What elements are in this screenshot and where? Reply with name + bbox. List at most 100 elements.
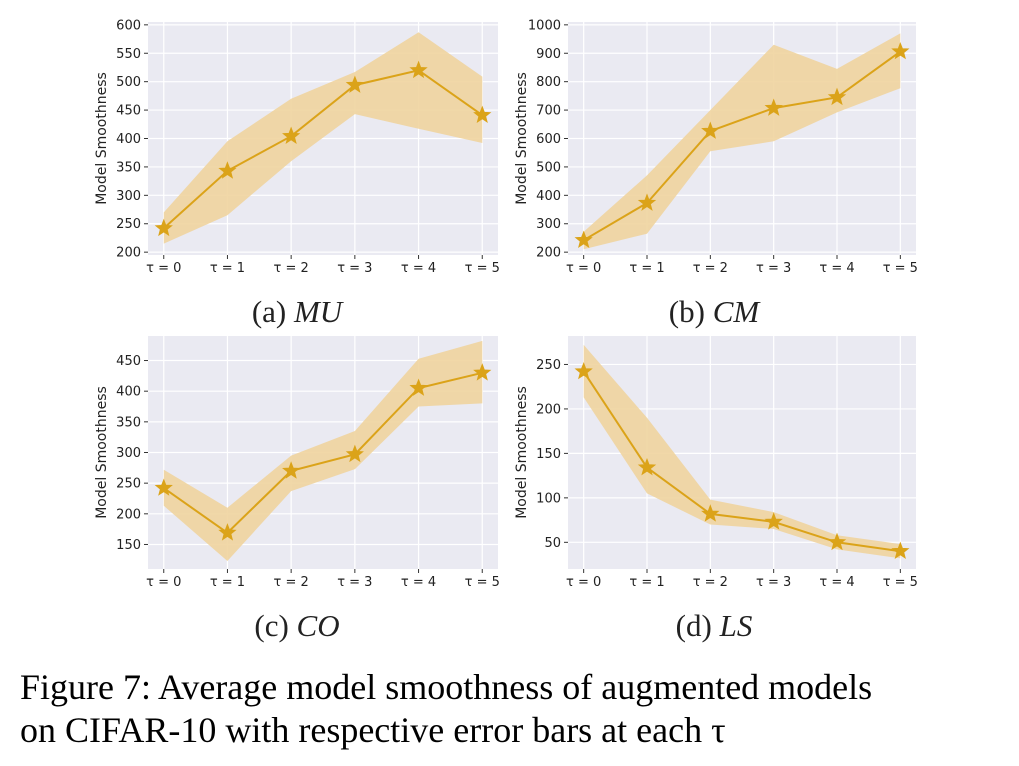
- data-point-star: [154, 218, 173, 237]
- series-line: [163, 69, 483, 230]
- y-tick-label: 300: [536, 217, 561, 232]
- y-tick-label: 400: [116, 385, 141, 400]
- x-tick-label: τ = 5: [883, 575, 918, 590]
- x-tick-label: τ = 4: [401, 261, 436, 276]
- subfigure-title: (c) CO: [254, 608, 339, 643]
- figure-caption: Figure 7: Average model smoothness of au…: [20, 666, 1010, 752]
- y-tick-label: 400: [536, 189, 561, 204]
- y-tick-label: 200: [116, 246, 141, 261]
- y-tick-label: 600: [536, 132, 561, 147]
- data-point-star: [218, 523, 237, 541]
- y-tick-label: 200: [536, 402, 561, 417]
- subfigure-prefix: (a): [252, 294, 294, 329]
- subfigure-name: CO: [297, 608, 340, 643]
- data-point-star: [154, 478, 173, 496]
- y-tick-label: 450: [116, 104, 141, 119]
- x-tick-label: τ = 1: [629, 261, 664, 276]
- x-tick-label: τ = 2: [274, 575, 309, 590]
- y-tick-label: 400: [116, 132, 141, 147]
- series-line: [583, 50, 901, 242]
- data-point-star: [473, 363, 492, 381]
- data-point-star: [574, 361, 593, 380]
- y-tick-label: 250: [536, 358, 561, 373]
- series-line: [163, 371, 483, 535]
- y-tick-label: 200: [536, 246, 561, 261]
- subfigure-name: MU: [293, 294, 345, 329]
- x-tick-label: τ = 3: [337, 575, 372, 590]
- y-tick-label: 250: [116, 477, 141, 492]
- data-point-star: [827, 532, 847, 551]
- y-axis-label: Model Smoothness: [514, 386, 530, 519]
- data-point-star: [701, 121, 720, 139]
- x-tick-label: τ = 4: [819, 261, 854, 276]
- x-tick-label: τ = 3: [756, 575, 791, 590]
- x-tick-label: τ = 0: [146, 575, 181, 590]
- y-tick-label: 350: [116, 415, 141, 430]
- x-tick-label: τ = 3: [756, 261, 791, 276]
- y-tick-label: 300: [116, 446, 141, 461]
- y-tick-label: 350: [116, 160, 141, 175]
- y-tick-label: 50: [544, 536, 561, 551]
- y-tick-label: 150: [536, 447, 561, 462]
- data-point-star: [701, 504, 720, 522]
- data-point-star: [637, 457, 657, 476]
- data-point-star: [764, 98, 783, 116]
- x-tick-label: τ = 5: [883, 261, 918, 276]
- data-point-star: [345, 444, 364, 463]
- error-band: [163, 32, 483, 244]
- y-tick-label: 150: [116, 538, 141, 553]
- y-tick-label: 600: [116, 18, 141, 33]
- data-point-star: [409, 60, 428, 79]
- x-tick-label: τ = 1: [210, 261, 245, 276]
- chart-panel-c: 150 200 250 300 350 400 450 τ = 0 τ = 1 τ = 2 τ = …: [94, 336, 500, 643]
- y-tick-label: 300: [116, 189, 141, 204]
- chart-panel-b: 200 300 400 500 600 700 800 900 1000 τ = 0 τ = 1 τ …: [514, 18, 918, 329]
- x-tick-label: τ = 1: [629, 575, 664, 590]
- data-point-star: [891, 42, 910, 60]
- y-tick-label: 100: [536, 491, 561, 506]
- y-axis-label: Model Smoothness: [94, 72, 110, 205]
- error-band: [583, 33, 901, 250]
- x-tick-label: τ = 0: [146, 261, 181, 276]
- subfigure-name: LS: [719, 608, 753, 643]
- subfigure-title: (d) LS: [676, 608, 753, 643]
- y-tick-label: 450: [116, 354, 141, 369]
- data-point-star: [891, 541, 910, 560]
- y-tick-label: 500: [536, 160, 561, 175]
- y-tick-label: 800: [536, 75, 561, 90]
- subfigure-title: (a) MU: [252, 294, 345, 329]
- x-tick-label: τ = 5: [465, 261, 500, 276]
- x-tick-label: τ = 2: [693, 261, 728, 276]
- subfigure-prefix: (b): [669, 294, 713, 329]
- data-point-star: [827, 87, 847, 106]
- data-point-star: [473, 105, 492, 124]
- data-point-star: [282, 126, 301, 145]
- caption-line-1: Figure 7: Average model smoothness of au…: [20, 667, 873, 707]
- y-axis-label: Model Smoothness: [94, 386, 110, 519]
- error-band: [583, 344, 901, 559]
- x-tick-label: τ = 5: [465, 575, 500, 590]
- x-tick-label: τ = 4: [819, 575, 854, 590]
- x-tick-label: τ = 1: [210, 575, 245, 590]
- x-tick-label: τ = 4: [401, 575, 436, 590]
- y-tick-label: 1000: [528, 18, 561, 33]
- x-tick-label: τ = 0: [566, 261, 601, 276]
- y-tick-label: 500: [116, 75, 141, 90]
- series-line: [582, 371, 901, 553]
- data-point-star: [409, 378, 428, 396]
- x-tick-label: τ = 2: [693, 575, 728, 590]
- y-tick-label: 700: [536, 104, 561, 119]
- y-tick-label: 550: [116, 47, 141, 62]
- chart-panel-d: 50 100 150 200 250 τ = 0 τ = 1 τ = 2 τ = 3 τ = 4 τ…: [514, 336, 918, 643]
- y-tick-label: 250: [116, 217, 141, 232]
- subfigure-name: CM: [713, 294, 762, 329]
- data-point-star: [637, 193, 657, 211]
- y-tick-label: 900: [536, 47, 561, 62]
- x-tick-label: τ = 2: [274, 261, 309, 276]
- data-point-star: [764, 512, 783, 530]
- x-tick-label: τ = 3: [337, 261, 372, 276]
- data-point-star: [218, 161, 237, 179]
- error-band: [163, 340, 483, 561]
- data-point-star: [282, 461, 301, 479]
